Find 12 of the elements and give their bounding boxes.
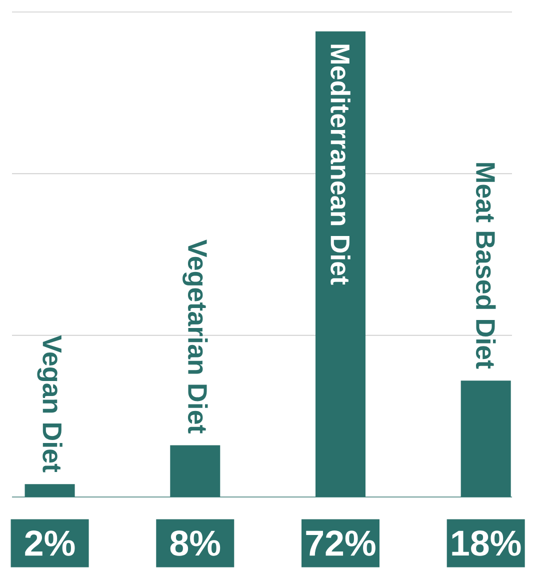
- data-label: 72%: [306, 530, 376, 556]
- bar: [315, 31, 366, 497]
- data-label: 2%: [25, 530, 75, 556]
- bar: [170, 445, 220, 497]
- x-tick-label: Vegetarian Diet: [182, 240, 208, 434]
- x-tick-label: Mediterranean Diet: [330, 44, 350, 285]
- data-label: 8%: [170, 530, 220, 556]
- bar: [24, 484, 75, 497]
- data-label: 18%: [452, 530, 521, 556]
- bar: [460, 380, 511, 497]
- x-tick-label: Meat Based Diet: [476, 163, 496, 369]
- x-tick-label: Vegan Diet: [37, 335, 62, 472]
